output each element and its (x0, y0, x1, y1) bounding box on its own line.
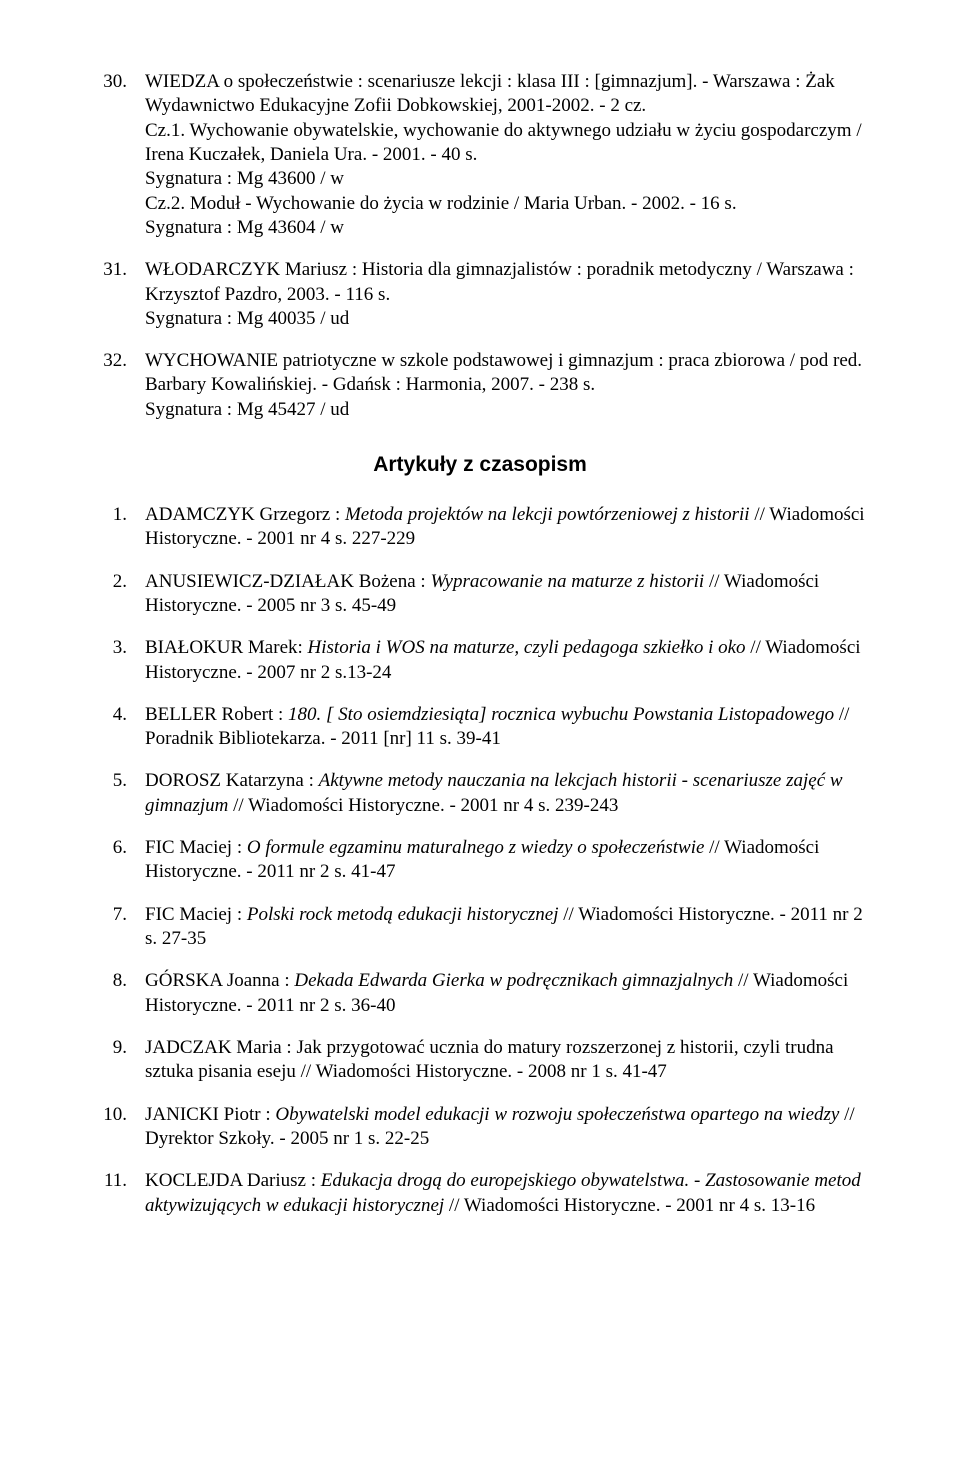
article-title: Metoda projektów na lekcji powtórzeniowe… (345, 504, 750, 525)
article-author: BIAŁOKUR Marek: (145, 637, 308, 658)
item-subline: Sygnatura : Mg 45427 / ud (145, 398, 875, 422)
article-title: Historia i WOS na maturze, czyli pedagog… (308, 637, 746, 658)
article-author: ADAMCZYK Grzegorz : (145, 504, 345, 525)
item-number: 32. (85, 349, 145, 422)
article-item: 9.JADCZAK Maria : Jak przygotować ucznia… (85, 1036, 875, 1085)
article-item: 1.ADAMCZYK Grzegorz : Metoda projektów n… (85, 503, 875, 552)
article-item: 7. FIC Maciej : Polski rock metodą eduka… (85, 903, 875, 952)
book-item: 31.WŁODARCZYK Mariusz : Historia dla gim… (85, 258, 875, 331)
item-content: ADAMCZYK Grzegorz : Metoda projektów na … (145, 503, 875, 552)
article-item: 8.GÓRSKA Joanna : Dekada Edwarda Gierka … (85, 969, 875, 1018)
article-title: Dekada Edwarda Gierka w podręcznikach gi… (294, 970, 733, 991)
item-content: JADCZAK Maria : Jak przygotować ucznia d… (145, 1036, 875, 1085)
article-title: Obywatelski model edukacji w rozwoju spo… (275, 1104, 839, 1125)
item-subline: Sygnatura : Mg 43600 / w (145, 167, 875, 191)
article-item: 4.BELLER Robert : 180. [ Sto osiemdziesi… (85, 703, 875, 752)
item-number: 1. (85, 503, 145, 552)
article-author: FIC Maciej : (145, 904, 247, 925)
article-item: 3.BIAŁOKUR Marek: Historia i WOS na matu… (85, 636, 875, 685)
article-source: // Wiadomości Historyczne. - 2001 nr 4 s… (228, 795, 618, 816)
articles-list: 1.ADAMCZYK Grzegorz : Metoda projektów n… (85, 503, 875, 1218)
item-subline: Cz.1. Wychowanie obywatelskie, wychowani… (145, 119, 875, 168)
item-content: JANICKI Piotr : Obywatelski model edukac… (145, 1103, 875, 1152)
item-number: 9. (85, 1036, 145, 1085)
article-title: Wypracowanie na maturze z historii (430, 571, 704, 592)
article-author: KOCLEJDA Dariusz : (145, 1170, 321, 1191)
item-number: 6. (85, 836, 145, 885)
article-author: JADCZAK Maria : Jak przygotować ucznia d… (145, 1037, 834, 1082)
article-author: GÓRSKA Joanna : (145, 970, 294, 991)
item-text: WYCHOWANIE patriotyczne w szkole podstaw… (145, 349, 875, 398)
item-text: WŁODARCZYK Mariusz : Historia dla gimnaz… (145, 258, 875, 307)
item-content: WIEDZA o społeczeństwie : scenariusze le… (145, 70, 875, 240)
item-content: WYCHOWANIE patriotyczne w szkole podstaw… (145, 349, 875, 422)
item-subline: Cz.2. Moduł - Wychowanie do życia w rodz… (145, 192, 875, 216)
section-heading: Artykuły z czasopism (85, 452, 875, 479)
item-number: 30. (85, 70, 145, 240)
article-title: Polski rock metodą edukacji historycznej (247, 904, 559, 925)
item-content: FIC Maciej : O formule egzaminu maturaln… (145, 836, 875, 885)
article-title: O formule egzaminu maturalnego z wiedzy … (247, 837, 705, 858)
item-number: 11. (85, 1169, 145, 1218)
books-list: 30.WIEDZA o społeczeństwie : scenariusze… (85, 70, 875, 422)
item-content: FIC Maciej : Polski rock metodą edukacji… (145, 903, 875, 952)
item-number: 4. (85, 703, 145, 752)
item-number: 5. (85, 769, 145, 818)
article-title: 180. [ Sto osiemdziesiąta] rocznica wybu… (288, 704, 834, 725)
item-subline: Sygnatura : Mg 40035 / ud (145, 307, 875, 331)
article-item: 11.KOCLEJDA Dariusz : Edukacja drogą do … (85, 1169, 875, 1218)
article-author: BELLER Robert : (145, 704, 288, 725)
article-source: // Wiadomości Historyczne. - 2001 nr 4 s… (444, 1195, 815, 1216)
article-item: 2.ANUSIEWICZ-DZIAŁAK Bożena : Wypracowan… (85, 570, 875, 619)
article-item: 10.JANICKI Piotr : Obywatelski model edu… (85, 1103, 875, 1152)
item-number: 3. (85, 636, 145, 685)
article-item: 5.DOROSZ Katarzyna : Aktywne metody nauc… (85, 769, 875, 818)
article-author: ANUSIEWICZ-DZIAŁAK Bożena : (145, 571, 430, 592)
item-text: WIEDZA o społeczeństwie : scenariusze le… (145, 70, 875, 119)
book-item: 30.WIEDZA o społeczeństwie : scenariusze… (85, 70, 875, 240)
article-author: FIC Maciej : (145, 837, 247, 858)
item-number: 7. (85, 903, 145, 952)
article-author: JANICKI Piotr : (145, 1104, 275, 1125)
item-content: BELLER Robert : 180. [ Sto osiemdziesiąt… (145, 703, 875, 752)
book-item: 32.WYCHOWANIE patriotyczne w szkole pods… (85, 349, 875, 422)
article-item: 6.FIC Maciej : O formule egzaminu matura… (85, 836, 875, 885)
item-content: WŁODARCZYK Mariusz : Historia dla gimnaz… (145, 258, 875, 331)
item-content: GÓRSKA Joanna : Dekada Edwarda Gierka w … (145, 969, 875, 1018)
item-content: BIAŁOKUR Marek: Historia i WOS na maturz… (145, 636, 875, 685)
item-number: 8. (85, 969, 145, 1018)
item-content: ANUSIEWICZ-DZIAŁAK Bożena : Wypracowanie… (145, 570, 875, 619)
article-author: DOROSZ Katarzyna : (145, 770, 319, 791)
item-content: KOCLEJDA Dariusz : Edukacja drogą do eur… (145, 1169, 875, 1218)
item-number: 10. (85, 1103, 145, 1152)
item-subline: Sygnatura : Mg 43604 / w (145, 216, 875, 240)
item-number: 31. (85, 258, 145, 331)
item-number: 2. (85, 570, 145, 619)
item-content: DOROSZ Katarzyna : Aktywne metody naucza… (145, 769, 875, 818)
